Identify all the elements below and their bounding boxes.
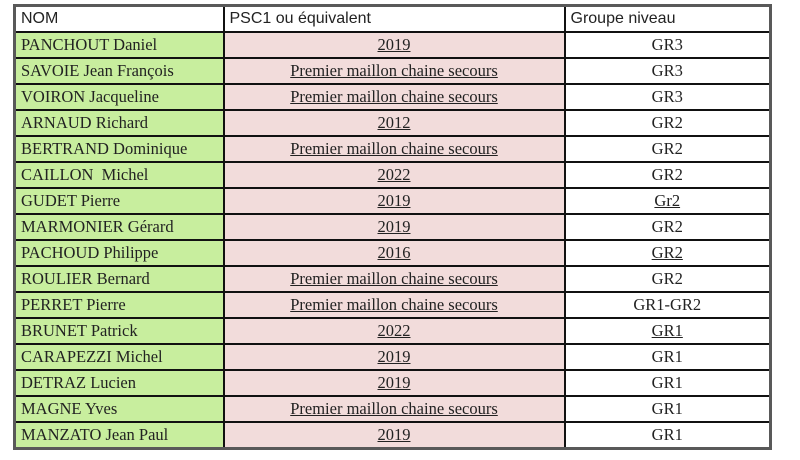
cell-nom: CAILLON Michel (13, 161, 225, 189)
cell-nom: GUDET Pierre (13, 187, 225, 215)
cell-nom: MANZATO Jean Paul (13, 421, 225, 450)
cell-nom: ARNAUD Richard (13, 109, 225, 137)
cell-nom: SAVOIE Jean François (13, 57, 225, 85)
cell-psc1: 2016 (222, 239, 566, 267)
table-row: PERRET Pierre Premier maillon chaine seco… (13, 291, 772, 319)
cell-groupe: GR2 (563, 135, 772, 163)
header-row: NOM PSC1 ou équivalent Groupe niveau (13, 4, 772, 33)
cell-psc1: 2019 (222, 31, 566, 59)
cell-groupe: GR1 (563, 343, 772, 371)
cell-psc1: 2012 (222, 109, 566, 137)
table-row: BERTRAND Dominique Premier maillon chaine… (13, 135, 772, 163)
cell-nom: PACHOUD Philippe (13, 239, 225, 267)
cell-nom: BRUNET Patrick (13, 317, 225, 345)
cell-psc1: 2019 (222, 187, 566, 215)
table-row: DETRAZ Lucien 2019 GR1 (13, 369, 772, 397)
cell-groupe: Gr2 (563, 187, 772, 215)
cell-nom: ROULIER Bernard (13, 265, 225, 293)
table-row: MANZATO Jean Paul 2019 GR1 (13, 421, 772, 450)
cell-groupe: GR2 (563, 239, 772, 267)
cell-psc1: 2019 (222, 213, 566, 241)
cell-groupe: GR3 (563, 31, 772, 59)
cell-groupe: GR3 (563, 83, 772, 111)
cell-psc1: 2019 (222, 343, 566, 371)
cell-psc1: Premier maillon chaine secours (222, 265, 566, 293)
cell-psc1: Premier maillon chaine secours (222, 83, 566, 111)
table-row: MARMONIER Gérard 2019 GR2 (13, 213, 772, 241)
cell-psc1: Premier maillon chaine secours (222, 57, 566, 85)
cell-psc1: Premier maillon chaine secours (222, 395, 566, 423)
cell-groupe: GR3 (563, 57, 772, 85)
cell-psc1: 2022 (222, 317, 566, 345)
table-row: GUDET Pierre 2019 Gr2 (13, 187, 772, 215)
cell-groupe: GR2 (563, 265, 772, 293)
cell-nom: PERRET Pierre (13, 291, 225, 319)
table-row: ROULIER Bernard Premier maillon chaine se… (13, 265, 772, 293)
cell-psc1: 2019 (222, 421, 566, 450)
table-row: SAVOIE Jean François Premier maillon chai… (13, 57, 772, 85)
column-header-nom: NOM (13, 4, 225, 33)
table-row: PANCHOUT Daniel 2019 GR3 (13, 31, 772, 59)
column-header-groupe: Groupe niveau (563, 4, 772, 33)
cell-groupe: GR2 (563, 109, 772, 137)
cell-nom: MAGNE Yves (13, 395, 225, 423)
table-row: CAILLON Michel 2022 GR2 (13, 161, 772, 189)
cell-nom: BERTRAND Dominique (13, 135, 225, 163)
table-row: BRUNET Patrick 2022 GR1 (13, 317, 772, 345)
table-row: MAGNE Yves Premier maillon chaine secours… (13, 395, 772, 423)
table-row: ARNAUD Richard 2012 GR2 (13, 109, 772, 137)
table-row: VOIRON Jacqueline Premier maillon chaine … (13, 83, 772, 111)
cell-psc1: Premier maillon chaine secours (222, 135, 566, 163)
cell-psc1: 2022 (222, 161, 566, 189)
cell-nom: PANCHOUT Daniel (13, 31, 225, 59)
cell-psc1: 2019 (222, 369, 566, 397)
cell-groupe: GR1 (563, 317, 772, 345)
cell-nom: VOIRON Jacqueline (13, 83, 225, 111)
table-body: PANCHOUT Daniel 2019 GR3 SAVOIE Jean Franço… (13, 31, 772, 450)
cell-groupe: GR1 (563, 369, 772, 397)
member-roster-table: NOM PSC1 ou équivalent Groupe niveau PAN… (13, 4, 772, 450)
table-row: CARAPEZZI Michel 2019 GR1 (13, 343, 772, 371)
cell-groupe: GR2 (563, 213, 772, 241)
cell-psc1: Premier maillon chaine secours (222, 291, 566, 319)
table-row: PACHOUD Philippe 2016 GR2 (13, 239, 772, 267)
cell-nom: MARMONIER Gérard (13, 213, 225, 241)
cell-groupe: GR1 (563, 395, 772, 423)
cell-groupe: GR1-GR2 (563, 291, 772, 319)
cell-groupe: GR2 (563, 161, 772, 189)
column-header-psc1: PSC1 ou équivalent (222, 4, 566, 33)
cell-groupe: GR1 (563, 421, 772, 450)
cell-nom: DETRAZ Lucien (13, 369, 225, 397)
table-header: NOM PSC1 ou équivalent Groupe niveau (13, 4, 772, 33)
cell-nom: CARAPEZZI Michel (13, 343, 225, 371)
